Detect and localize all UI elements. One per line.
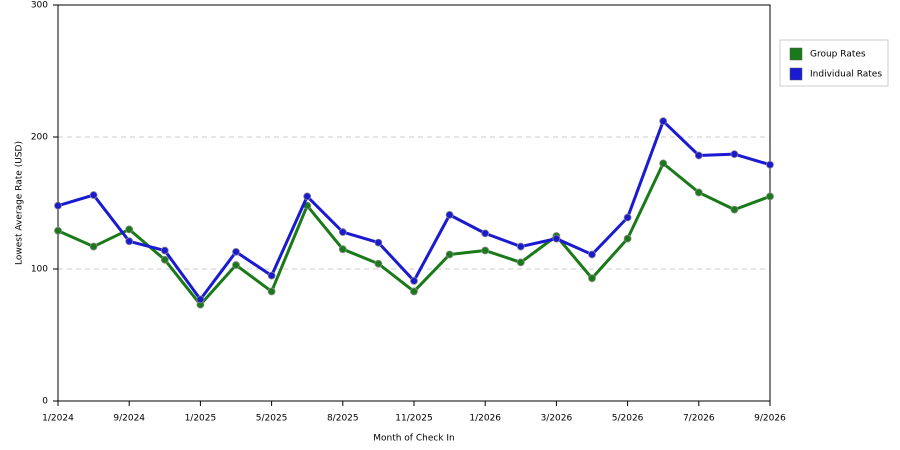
- x-tick-label: 8/2025: [327, 414, 359, 424]
- data-point: [481, 229, 490, 238]
- data-point: [588, 250, 596, 259]
- data-point: [160, 246, 169, 255]
- data-point: [338, 228, 347, 236]
- data-point: [766, 192, 774, 201]
- data-point: [160, 255, 169, 264]
- x-tick-label: 3/2026: [541, 414, 573, 424]
- data-point: [232, 247, 240, 256]
- data-point: [267, 271, 276, 280]
- data-point: [659, 159, 668, 168]
- data-point: [516, 242, 525, 251]
- y-tick-label: 200: [31, 133, 48, 143]
- data-point: [623, 234, 632, 243]
- x-tick-label: 5/2025: [256, 414, 288, 424]
- data-point: [303, 192, 312, 201]
- y-axis-label: Lowest Average Rate (USD): [15, 141, 25, 265]
- data-point: [694, 151, 703, 160]
- x-tick-label: 1/2025: [185, 414, 217, 424]
- data-point: [588, 274, 596, 283]
- data-point: [445, 210, 454, 219]
- x-tick-label: 7/2026: [683, 414, 715, 424]
- x-tick-label: 1/2024: [42, 414, 74, 424]
- legend-swatch: [789, 67, 803, 81]
- data-point: [196, 295, 205, 304]
- data-point: [445, 250, 454, 259]
- x-tick-label: 1/2026: [469, 414, 501, 424]
- y-tick-label: 300: [31, 1, 48, 11]
- data-point: [54, 201, 62, 210]
- data-point: [232, 261, 240, 269]
- legend-swatch: [789, 47, 803, 61]
- data-point: [374, 238, 383, 247]
- data-point: [516, 258, 525, 267]
- x-tick-label: 5/2026: [612, 414, 644, 424]
- data-point: [623, 213, 632, 222]
- data-point: [54, 226, 62, 235]
- y-tick-label: 100: [31, 265, 48, 275]
- data-point: [730, 205, 739, 214]
- data-point: [267, 287, 276, 296]
- data-point: [659, 117, 668, 126]
- data-point: [694, 188, 703, 197]
- data-point: [89, 191, 98, 199]
- data-point: [410, 276, 418, 285]
- data-point: [125, 237, 134, 246]
- legend-label: Group Rates: [810, 50, 866, 60]
- data-point: [730, 150, 739, 159]
- x-tick-label: 11/2025: [395, 414, 432, 424]
- data-point: [374, 259, 383, 268]
- data-point: [481, 246, 490, 255]
- data-point: [89, 242, 98, 251]
- x-tick-label: 9/2026: [754, 414, 786, 424]
- data-point: [552, 234, 561, 243]
- data-point: [125, 225, 134, 234]
- x-axis-label: Month of Check In: [373, 434, 455, 444]
- data-point: [338, 245, 347, 254]
- data-point: [410, 287, 418, 296]
- legend-label: Individual Rates: [810, 70, 882, 80]
- x-tick-label: 9/2024: [113, 414, 145, 424]
- y-tick-label: 0: [42, 397, 48, 407]
- data-point: [766, 160, 774, 169]
